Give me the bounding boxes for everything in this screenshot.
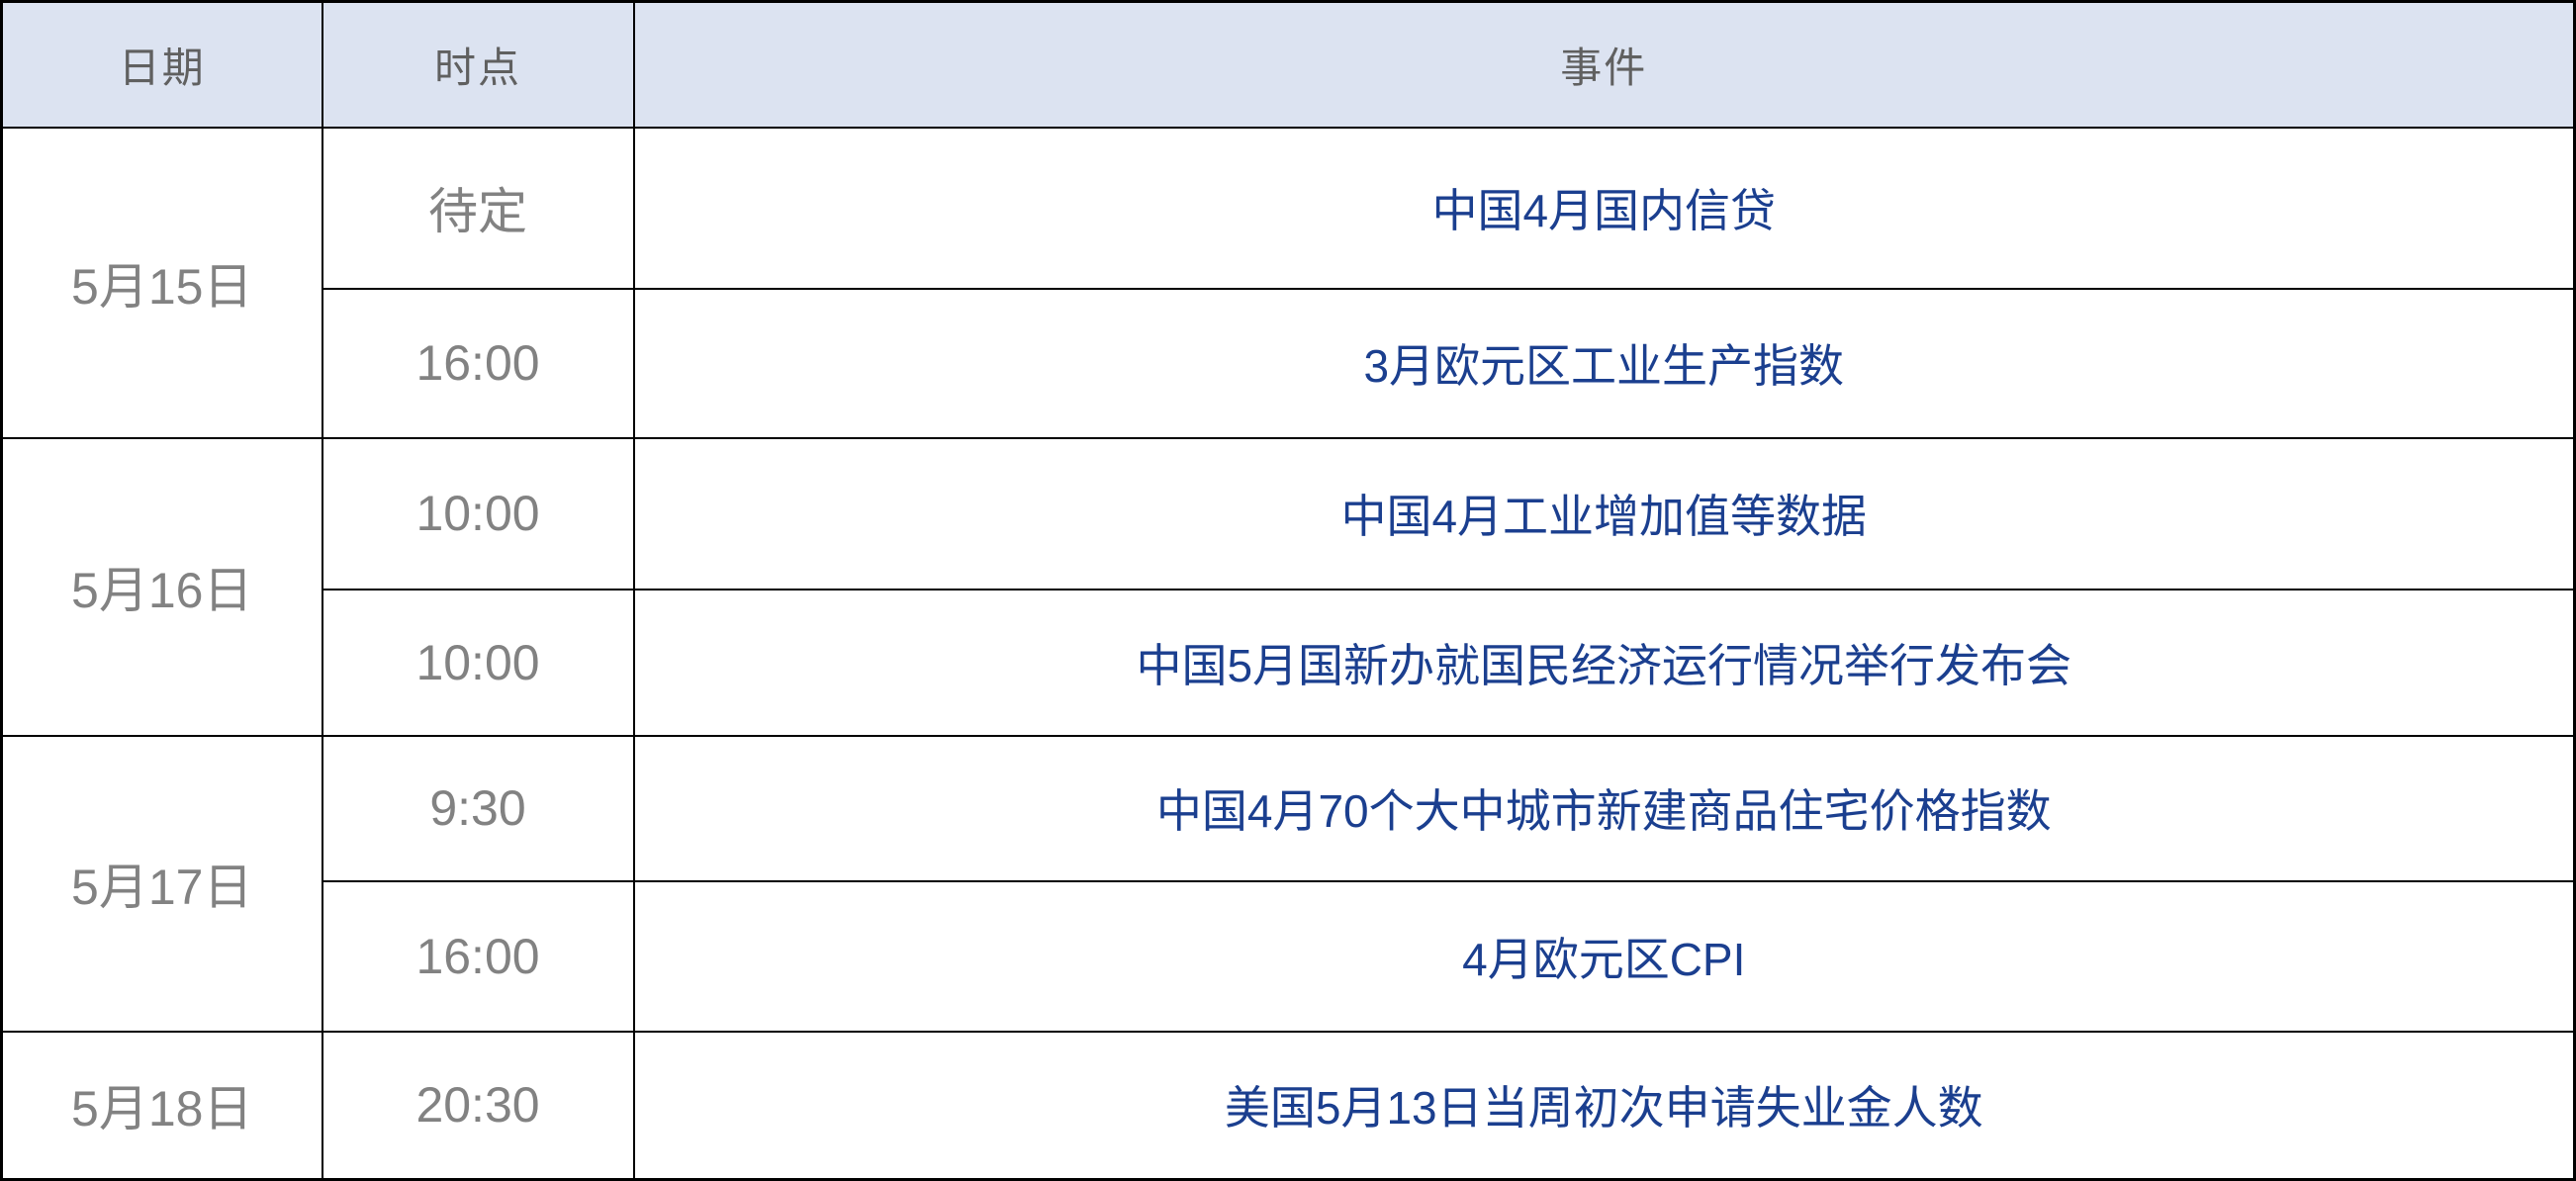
table-row: 5月18日 20:30 美国5月13日当周初次申请失业金人数 bbox=[0, 1030, 2576, 1181]
table-row: 5月17日 9:30 中国4月70个大中城市新建商品住宅价格指数 bbox=[0, 734, 2576, 1033]
time-cell: 16:00 bbox=[321, 287, 635, 439]
table-row: 5月16日 10:00 中国4月工业增加值等数据 bbox=[0, 436, 2576, 737]
column-header-date: 日期 bbox=[0, 0, 323, 129]
header-row: 日期 时点 事件 bbox=[0, 0, 2576, 129]
date-cell-may15: 5月15日 bbox=[0, 126, 323, 439]
table-row: 16:00 4月欧元区CPI bbox=[2, 879, 2576, 1033]
event-cell: 中国4月工业增加值等数据 bbox=[632, 436, 2576, 590]
table-row: 5月15日 待定 中国4月国内信贷 bbox=[0, 126, 2576, 439]
time-cell: 9:30 bbox=[321, 734, 635, 882]
column-header-time: 时点 bbox=[321, 0, 635, 129]
table-row: 16:00 3月欧元区工业生产指数 bbox=[2, 287, 2576, 439]
time-cell: 10:00 bbox=[321, 588, 635, 737]
date-cell-may17: 5月17日 bbox=[0, 734, 323, 1033]
table-row: 10:00 中国5月国新办就国民经济运行情况举行发布会 bbox=[2, 588, 2576, 737]
column-header-event: 事件 bbox=[632, 0, 2576, 129]
date-cell-may18: 5月18日 bbox=[0, 1030, 323, 1181]
event-cell: 中国4月国内信贷 bbox=[632, 126, 2576, 290]
date-cell-may16: 5月16日 bbox=[0, 436, 323, 737]
event-cell: 4月欧元区CPI bbox=[632, 879, 2576, 1033]
time-cell: 20:30 bbox=[321, 1030, 635, 1181]
time-cell: 16:00 bbox=[321, 879, 635, 1033]
time-cell: 10:00 bbox=[321, 436, 635, 590]
event-cell: 中国5月国新办就国民经济运行情况举行发布会 bbox=[632, 588, 2576, 737]
event-cell: 中国4月70个大中城市新建商品住宅价格指数 bbox=[632, 734, 2576, 882]
event-cell: 3月欧元区工业生产指数 bbox=[632, 287, 2576, 439]
event-cell: 美国5月13日当周初次申请失业金人数 bbox=[632, 1030, 2576, 1181]
time-cell: 待定 bbox=[321, 126, 635, 290]
